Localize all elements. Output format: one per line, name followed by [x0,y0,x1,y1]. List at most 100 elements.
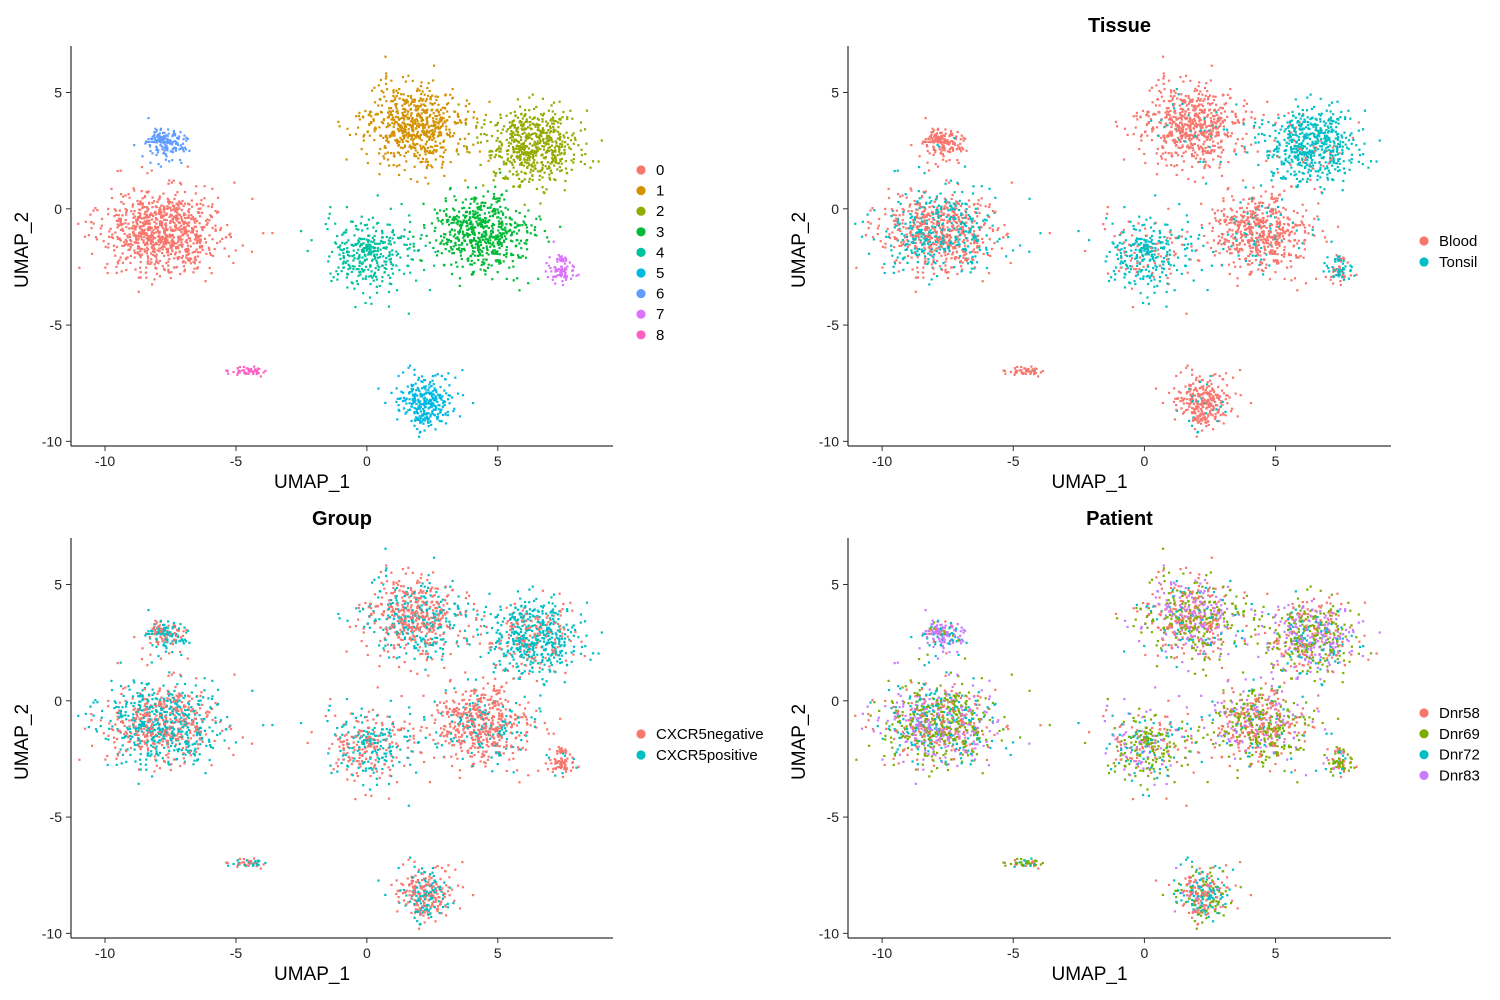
data-point [966,262,970,265]
data-point [1206,90,1209,93]
data-point [427,136,430,139]
data-point [385,235,388,239]
data-point [998,237,1001,240]
data-point [347,250,350,254]
data-point [427,82,430,85]
data-point [192,271,195,274]
data-point [514,147,517,150]
x-tick-label: -10 [95,453,115,469]
data-point [528,142,531,145]
data-point [971,262,974,265]
data-point [187,230,190,233]
data-point [123,241,126,244]
data-point [176,191,179,194]
data-point [399,136,402,139]
data-point [188,258,192,261]
data-point [560,265,563,268]
data-point [422,397,425,400]
data-point [164,234,167,237]
data-point [964,202,967,205]
data-point [511,123,514,126]
data-point [156,249,159,252]
data-point [164,237,167,240]
data-point [146,246,149,249]
data-point [163,205,166,208]
data-point [178,251,181,254]
data-point [408,104,411,107]
data-point [379,248,382,251]
data-point [1166,124,1169,127]
data-point [909,230,912,233]
data-point [424,244,427,247]
data-point [360,267,363,271]
data-point [1151,101,1154,104]
data-point [107,242,110,245]
data-point [369,264,372,267]
data-point [137,253,141,256]
data-point [392,164,395,167]
data-point [504,206,507,209]
data-point [431,396,434,400]
data-point [559,142,562,145]
data-point [157,226,160,229]
data-point [498,253,501,256]
data-point [892,265,895,268]
data-point [526,231,529,234]
data-point [974,255,977,258]
data-point [1169,116,1172,119]
data-point [971,250,974,253]
data-point [534,226,537,229]
data-point [431,401,434,405]
data-point [953,228,957,231]
data-point [374,257,377,260]
data-point [443,264,446,267]
data-point [512,279,515,282]
data-point [143,250,146,253]
data-point [521,161,524,164]
data-point [965,237,968,240]
data-point [217,210,220,213]
data-point [564,267,567,270]
data-point [505,114,508,117]
data-point [397,116,400,119]
data-point [1216,127,1219,130]
data-point [490,235,493,238]
data-point [512,253,515,257]
data-point [362,139,365,142]
data-point [157,198,160,201]
data-point [535,187,538,191]
data-point [401,129,404,133]
data-point [404,399,407,402]
data-point [392,89,395,92]
data-point [885,235,888,238]
data-point [958,219,961,222]
data-point [486,190,489,193]
data-point [927,235,930,238]
data-point [175,142,179,145]
data-point [912,218,915,221]
data-point [898,261,902,264]
data-point [398,88,401,91]
data-point [347,263,350,266]
data-point [923,220,926,223]
data-point [440,252,443,255]
data-point [518,163,522,166]
data-point [937,220,940,223]
data-point [182,223,185,226]
data-point [866,213,869,216]
data-point [255,371,258,374]
data-point [1244,110,1247,113]
data-point [210,205,213,209]
data-point [426,416,429,419]
data-point [171,217,174,220]
data-point [158,250,161,253]
data-point [183,190,187,194]
data-point [117,224,121,227]
data-point [417,376,420,379]
data-point [500,156,503,159]
data-point [209,214,212,217]
data-point [965,208,968,211]
data-point [357,248,360,251]
data-point [153,248,156,251]
data-point [169,214,172,217]
